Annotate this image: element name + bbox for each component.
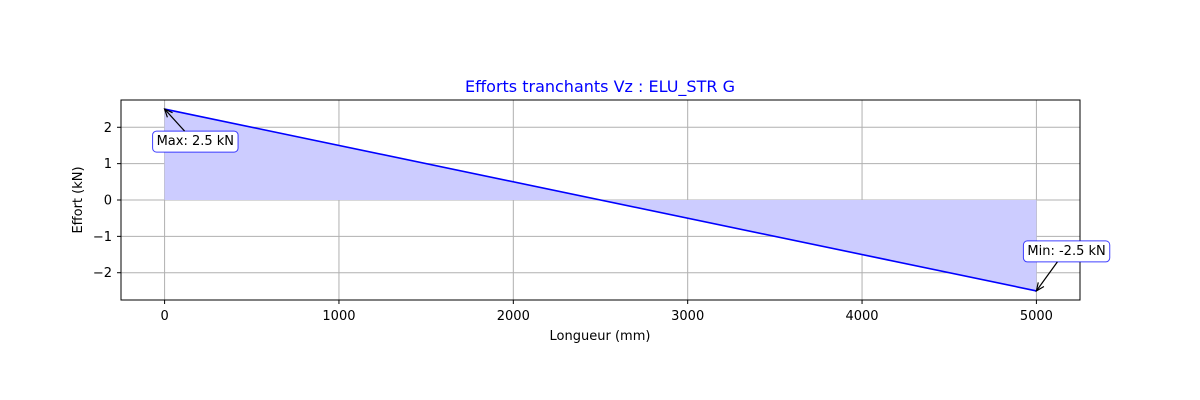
x-tick-label: 3000 (671, 309, 704, 324)
annotation-text: Min: -2.5 kN (1027, 244, 1105, 259)
annotation-text: Max: 2.5 kN (157, 134, 234, 149)
annotation-max: Max: 2.5 kN (152, 107, 239, 153)
x-tick-label: 4000 (845, 309, 878, 324)
chart-title: Efforts tranchants Vz : ELU_STR G (465, 77, 735, 97)
y-tick-label: −2 (93, 266, 112, 281)
annotation-arrowhead (163, 107, 173, 118)
axis-ticks: 0 1000 2000 3000 4000 5000 −2 −1 0 1 2 (93, 121, 1053, 324)
y-axis-label: Effort (kN) (71, 166, 86, 233)
y-tick-label: −1 (93, 230, 112, 245)
data-area (164, 108, 1037, 292)
x-tick-label: 0 (160, 309, 168, 324)
series-0-line (164, 108, 1037, 292)
x-tick-label: 5000 (1020, 309, 1053, 324)
annotation-box (152, 130, 239, 153)
annotation-min: Min: -2.5 kN (1022, 240, 1111, 293)
x-tick-label: 2000 (497, 309, 530, 324)
y-tick-label: 0 (104, 194, 112, 209)
annotation-box (1022, 240, 1111, 263)
annotation-arrow (1035, 261, 1058, 292)
annotation-arrowhead (1035, 282, 1045, 293)
x-axis-label: Longueur (mm) (550, 329, 651, 344)
annotations: Max: 2.5 kN Min: -2.5 kN (152, 107, 1111, 293)
annotation-arrow (164, 108, 186, 132)
y-tick-label: 1 (104, 157, 112, 172)
y-tick-label: 2 (104, 121, 112, 136)
x-tick-label: 1000 (322, 309, 355, 324)
